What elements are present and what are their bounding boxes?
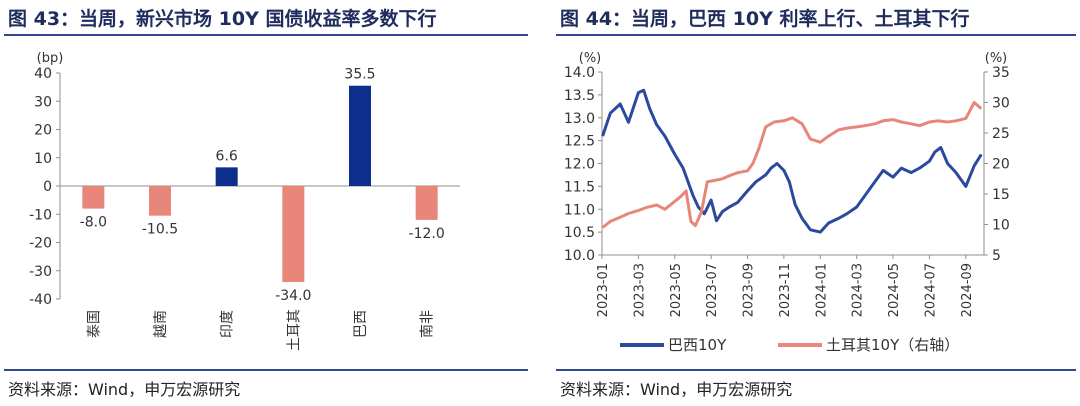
x-tick-label: 2024-09 — [960, 263, 975, 317]
bar-1 — [149, 186, 171, 216]
category-label-3: 土耳其 — [286, 309, 302, 351]
y-tick-label: -10 — [29, 207, 52, 223]
right-tick-label: 35 — [992, 65, 1010, 81]
left-bar-chart: (bp)40 30 20 10 0 -10 -20 -30 -40 -8.0 泰国 -10.5 越南 6.… — [29, 51, 460, 351]
data-label-4: 35.5 — [344, 67, 375, 83]
legend-label-0: 巴西10Y — [668, 336, 727, 354]
y-tick-label: 30 — [34, 94, 52, 110]
data-label-3: -34.0 — [275, 288, 311, 304]
x-tick-label: 2023-11 — [778, 263, 793, 317]
right-chart-title: 图 44：当周，巴西 10Y 利率上行、土耳其下行 — [560, 8, 970, 30]
right-tick-label: 20 — [992, 157, 1010, 173]
left-tick-label: 14.0 — [564, 65, 595, 81]
data-label-0: -8.0 — [80, 215, 107, 231]
left-tick-label: 13.5 — [564, 88, 595, 104]
legend-label-1: 土耳其10Y（右轴） — [826, 336, 959, 354]
right-tick-label: 5 — [992, 248, 1001, 264]
left-axis-unit: (%) — [579, 51, 602, 66]
right-source-note: 资料来源：Wind，申万宏源研究 — [560, 380, 793, 399]
x-tick-label: 2023-01 — [596, 263, 611, 317]
x-tick-label: 2023-05 — [669, 263, 684, 317]
data-label-1: -10.5 — [142, 222, 178, 238]
right-tick-label: 15 — [992, 187, 1010, 203]
category-label-5: 南非 — [420, 310, 436, 338]
right-axis-unit: (%) — [985, 51, 1008, 66]
left-tick-label: 11.0 — [564, 202, 595, 218]
left-tick-label: 12.0 — [564, 157, 595, 173]
data-label-5: -12.0 — [409, 226, 445, 242]
bar-3 — [282, 186, 305, 283]
x-tick-label: 2024-03 — [851, 263, 866, 317]
right-tick-label: 25 — [992, 126, 1010, 142]
x-tick-label: 2024-01 — [814, 263, 829, 317]
bar-4 — [349, 85, 371, 186]
right-line-chart: (%) (%)14.013.513.012.512.011.511.010.510… — [564, 51, 1010, 354]
bar-2 — [215, 167, 238, 186]
left-tick-label: 13.0 — [564, 111, 595, 127]
y-tick-label: 0 — [43, 179, 52, 195]
bar-5 — [415, 186, 438, 220]
category-label-0: 泰国 — [86, 310, 102, 338]
bar-0 — [82, 186, 105, 209]
category-label-1: 越南 — [153, 310, 169, 338]
right-tick-label: 30 — [992, 96, 1010, 112]
series-line-0 — [601, 88, 983, 234]
y-axis-unit: (bp) — [37, 51, 64, 66]
y-tick-label: -40 — [29, 292, 52, 308]
left-panel: 图 43：当周，新兴市场 10Y 国债收益率多数下行 (bp) 40 30 20 10 0… — [0, 0, 532, 406]
x-tick-label: 2024-05 — [887, 263, 902, 317]
right-source-rule — [556, 369, 1076, 371]
left-tick-label: 10.0 — [564, 248, 595, 264]
category-label-4: 巴西 — [353, 310, 369, 338]
right-title-rule — [556, 34, 1076, 36]
left-tick-label: 10.5 — [564, 225, 595, 241]
y-tick-label: -30 — [29, 264, 52, 280]
left-tick-label: 12.5 — [564, 134, 595, 150]
left-title-rule — [4, 34, 528, 36]
category-label-2: 印度 — [220, 310, 236, 338]
y-tick-label: 40 — [34, 66, 52, 82]
x-tick-label: 2023-09 — [742, 263, 757, 317]
left-source-note: 资料来源：Wind，申万宏源研究 — [8, 380, 241, 399]
right-tick-label: 10 — [992, 218, 1010, 234]
y-tick-label: -20 — [29, 236, 52, 252]
y-tick-label: 20 — [34, 123, 52, 139]
right-panel: 图 44：当周，巴西 10Y 利率上行、土耳其下行 (%) (%) 14.0 13.5… — [552, 0, 1080, 406]
y-tick-label: 10 — [34, 151, 52, 167]
x-tick-label: 2024-07 — [923, 263, 938, 317]
left-chart-title: 图 43：当周，新兴市场 10Y 国债收益率多数下行 — [8, 8, 437, 30]
left-source-rule — [4, 369, 528, 371]
series-line-1 — [601, 101, 983, 229]
x-tick-label: 2023-07 — [705, 263, 720, 317]
data-label-2: 6.6 — [216, 148, 238, 164]
x-tick-label: 2023-03 — [632, 263, 647, 317]
left-tick-label: 11.5 — [564, 179, 595, 195]
